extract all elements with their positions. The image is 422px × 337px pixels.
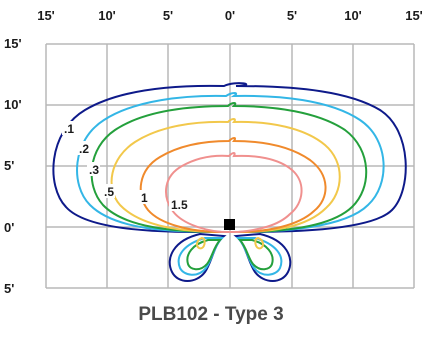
- fixture-marker: [224, 219, 235, 230]
- contour-label: 1: [141, 191, 148, 205]
- contour-labels: .1 .2 .3 .5 1 1.5: [62, 121, 191, 212]
- label-bg: [139, 190, 149, 204]
- isofootcandle-plot: 15' 10' 5' 0' 5' 10' 15' 15' 10' 5' 0' 5…: [4, 8, 422, 296]
- label-bg: [62, 121, 75, 135]
- x-tick: 0': [225, 8, 235, 23]
- grid: [45, 43, 415, 289]
- label-bg: [77, 141, 90, 155]
- y-tick: 5': [4, 158, 14, 173]
- contour-0.5: [110, 118, 341, 233]
- lobe-left-0.5: [196, 236, 206, 250]
- lower-lobes: [168, 232, 292, 282]
- x-tick: 10': [98, 8, 116, 23]
- y-tick: 15': [4, 36, 22, 51]
- diagram-caption: PLB102 - Type 3: [138, 304, 284, 325]
- contour-label: 1.5: [171, 198, 188, 212]
- label-bg: [102, 184, 115, 198]
- contour-0.1: [52, 82, 407, 234]
- contour-label: .3: [89, 163, 99, 177]
- y-tick: 10': [4, 97, 22, 112]
- lobe-right-0.3: [237, 239, 274, 271]
- label-bg: [87, 162, 100, 176]
- lobe-right-0.5: [254, 236, 264, 250]
- y-tick: 0': [4, 220, 14, 235]
- lobe-left-0.3: [186, 239, 223, 271]
- label-bg: [169, 197, 191, 211]
- contours: [52, 82, 407, 234]
- x-tick: 5': [287, 8, 297, 23]
- contour-label: .1: [64, 122, 74, 136]
- y-axis-ticks: 15' 10' 5' 0' 5': [4, 36, 22, 296]
- contour-0.3: [90, 102, 368, 233]
- contour-label: .2: [79, 142, 89, 156]
- x-tick: 5': [163, 8, 173, 23]
- y-tick: 5': [4, 281, 14, 296]
- x-tick: 15': [37, 8, 55, 23]
- x-tick: 15': [405, 8, 422, 23]
- contour-1: [139, 137, 327, 233]
- contour-0.2: [76, 92, 385, 233]
- x-axis-ticks: 15' 10' 5' 0' 5' 10' 15': [37, 8, 422, 23]
- contour-label: .5: [104, 185, 114, 199]
- x-tick: 10': [344, 8, 362, 23]
